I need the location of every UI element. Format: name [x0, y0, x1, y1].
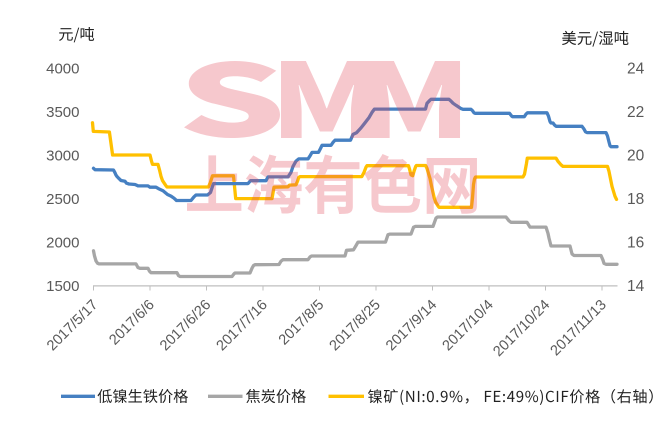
svg-text:22: 22	[627, 104, 644, 121]
svg-text:4000: 4000	[46, 60, 79, 77]
svg-text:2000: 2000	[46, 234, 79, 251]
svg-text:24: 24	[627, 61, 645, 78]
svg-text:14: 14	[627, 278, 645, 295]
svg-text:18: 18	[627, 191, 644, 208]
svg-text:1500: 1500	[46, 278, 79, 295]
svg-text:2500: 2500	[46, 191, 79, 208]
svg-text:3000: 3000	[46, 147, 79, 164]
svg-text:16: 16	[627, 235, 644, 252]
svg-text:3500: 3500	[46, 104, 79, 121]
svg-text:20: 20	[627, 148, 645, 165]
